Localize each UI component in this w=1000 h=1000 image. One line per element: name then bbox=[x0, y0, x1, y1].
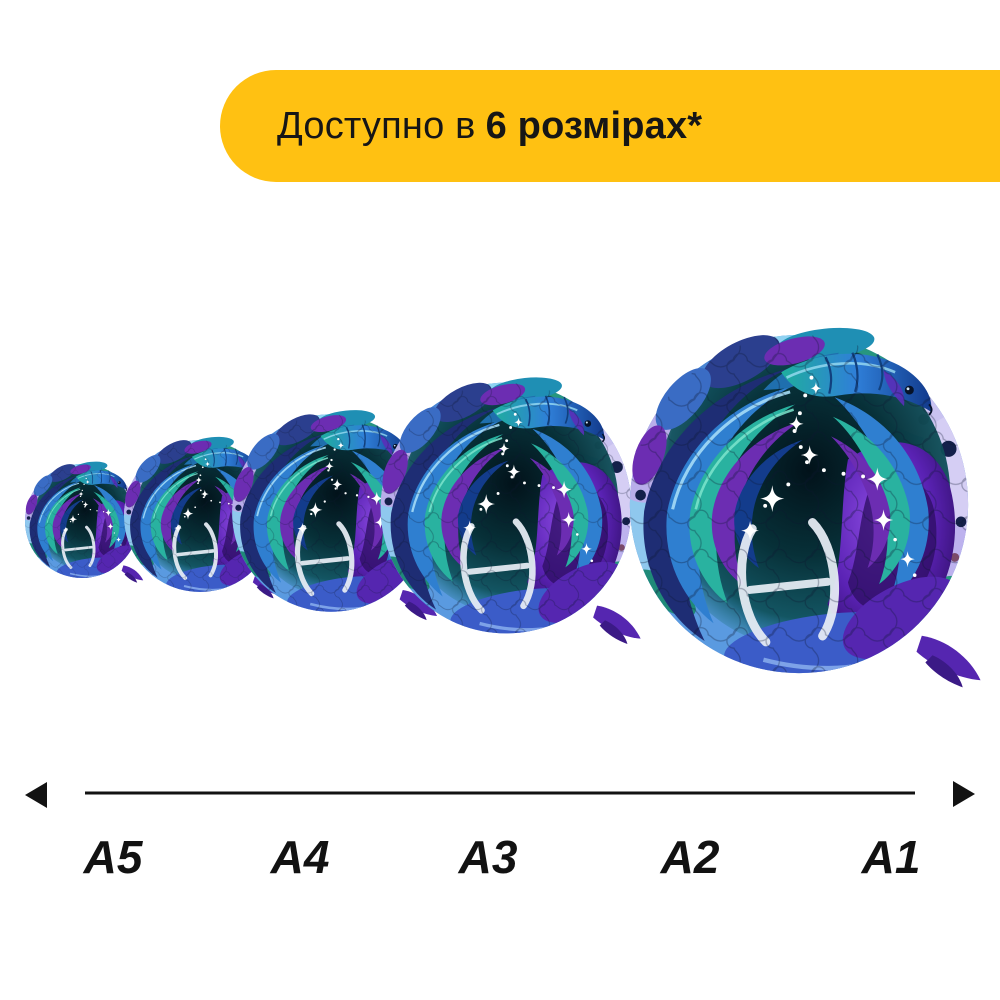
arrow-left-icon bbox=[25, 782, 47, 808]
arrow-right-icon bbox=[953, 781, 975, 807]
size-label-a2: A2 bbox=[660, 831, 720, 883]
banner-text-bold: 6 розмірах* bbox=[485, 104, 703, 147]
availability-banner-text: Доступно в 6 розмірах* bbox=[277, 105, 702, 148]
puzzle-image-a2 bbox=[356, 364, 665, 660]
puzzle-image-a1 bbox=[596, 310, 1000, 709]
size-label-a4: A4 bbox=[270, 831, 330, 883]
availability-banner: Доступно в 6 розмірах* bbox=[220, 70, 1000, 182]
size-axis bbox=[25, 781, 975, 808]
size-label-a1: A1 bbox=[861, 831, 921, 883]
size-label-a5: A5 bbox=[83, 831, 143, 883]
size-label-a3: A3 bbox=[458, 831, 518, 883]
banner-text-regular: Доступно в bbox=[277, 104, 476, 147]
